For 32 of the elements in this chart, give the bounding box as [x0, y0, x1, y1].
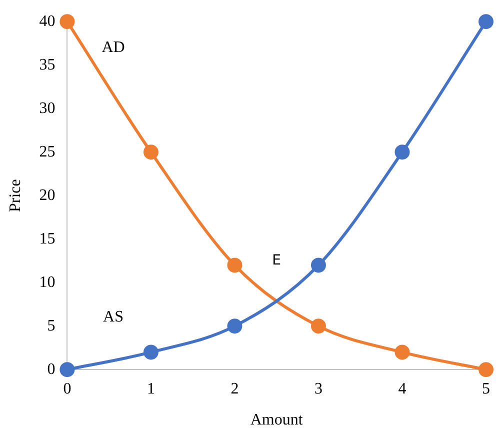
point	[143, 144, 158, 160]
y-tick-label: 10	[39, 274, 56, 291]
point	[478, 14, 494, 30]
y-tick-label: 5	[47, 317, 56, 334]
y-tick-label: 25	[39, 143, 56, 160]
point	[310, 318, 326, 334]
point	[143, 344, 158, 360]
point	[394, 144, 410, 160]
x-tick-label: 4	[398, 380, 406, 398]
y-axis-title: Price	[6, 179, 24, 212]
x-tick-label: 3	[314, 380, 322, 398]
text: AS	[103, 308, 124, 326]
x-tick-label: 2	[230, 380, 239, 398]
y-tick-label: 35	[39, 56, 56, 74]
y-tick-label: 15	[39, 230, 56, 248]
point	[227, 318, 242, 334]
x-axis-title: Amount	[250, 412, 304, 429]
point	[310, 258, 326, 273]
y-tick-label: 20	[39, 186, 56, 204]
y-tick-label: 0	[47, 360, 56, 378]
x-tick-label: 5	[482, 380, 490, 398]
point	[227, 258, 242, 273]
series-label: AD	[102, 38, 125, 56]
annotation: E	[272, 252, 282, 268]
x-tick-label: 0	[63, 380, 72, 398]
y-tick-label: 40	[39, 12, 56, 30]
y-tick-label: 30	[39, 100, 56, 117]
point	[60, 14, 75, 30]
x-tick-label: 1	[146, 380, 155, 398]
point	[478, 362, 494, 378]
point	[60, 362, 75, 378]
point	[394, 344, 410, 360]
